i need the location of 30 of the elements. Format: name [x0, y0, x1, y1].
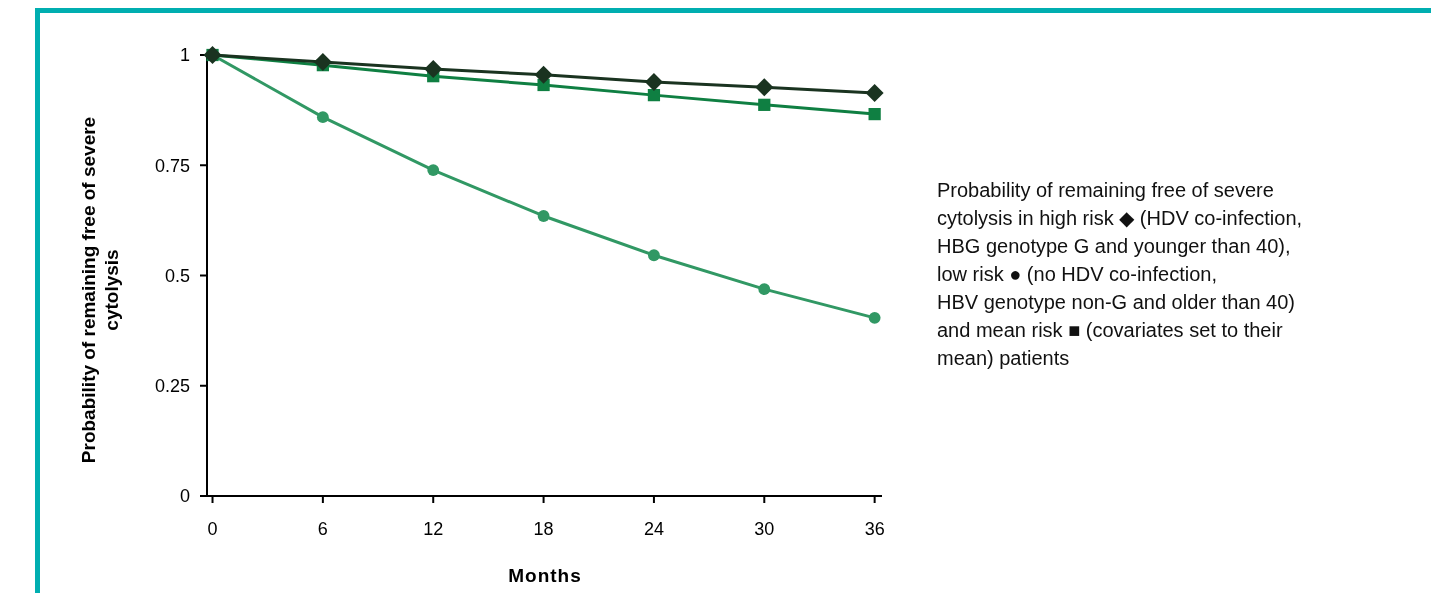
point — [758, 283, 771, 296]
point — [647, 89, 661, 102]
text: Probability of remaining free of severe cytolysis in high risk ◆ (HDV co-infection, HBG genotype G and younger than 40), low risk ● (no HDV co-infection, HBV genotype non-G and older than 40) and mean risk ■ (covariates set to their mean) patients — [937, 179, 1303, 369]
x-tick-label: 18 — [533, 519, 554, 539]
y-tick-label: 0.75 — [154, 155, 190, 176]
x-tick-label: 36 — [864, 519, 885, 539]
x-tick-label: 0 — [207, 519, 218, 539]
point — [755, 78, 774, 97]
x-tick-label: 6 — [317, 519, 328, 539]
point — [313, 53, 332, 72]
y-tick-label: 1 — [179, 45, 190, 66]
point — [534, 65, 553, 84]
y-tick-label: 0.25 — [154, 376, 190, 397]
x-tick-label: 24 — [643, 519, 664, 539]
point — [537, 210, 550, 222]
point — [868, 311, 881, 324]
point — [424, 60, 443, 79]
x-tick-label: 30 — [754, 519, 775, 539]
point — [868, 107, 881, 121]
point — [648, 249, 660, 262]
y-axis-title: Probability of remaining free of severe cytolysis — [78, 116, 122, 464]
point — [865, 83, 884, 102]
point — [427, 164, 440, 177]
y-tick-label: 0.5 — [164, 265, 190, 286]
point — [758, 98, 771, 111]
point — [316, 111, 329, 124]
y-tick-label: 0 — [179, 486, 190, 507]
x-tick-label: 12 — [423, 519, 444, 539]
x-axis-title: Months — [508, 565, 582, 586]
point — [644, 72, 663, 91]
